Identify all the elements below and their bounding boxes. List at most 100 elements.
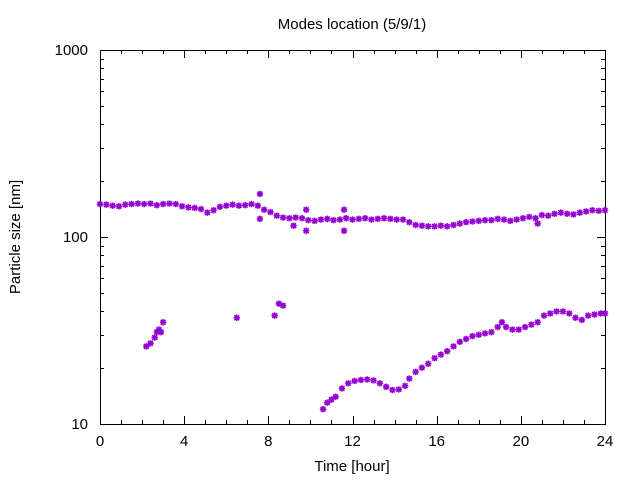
data-point-lower bbox=[425, 360, 432, 367]
data-point-upper bbox=[128, 200, 135, 208]
x-axis-label: Time [hour] bbox=[314, 458, 389, 475]
data-point-upper bbox=[519, 215, 527, 222]
data-point-lower bbox=[418, 364, 426, 371]
data-point-lower bbox=[151, 334, 158, 341]
data-point-lower bbox=[159, 319, 167, 326]
data-point-lower bbox=[319, 405, 327, 413]
data-point-upper bbox=[406, 218, 413, 226]
data-point-upper bbox=[443, 223, 451, 230]
data-point-lower bbox=[515, 326, 522, 333]
data-point-lower bbox=[338, 385, 346, 392]
data-point-upper bbox=[290, 222, 297, 229]
data-point-lower bbox=[559, 308, 567, 315]
data-point-upper bbox=[500, 216, 508, 223]
data-point-upper bbox=[361, 215, 369, 222]
data-point-lower bbox=[370, 377, 377, 384]
data-point-upper bbox=[374, 215, 381, 223]
data-point-lower bbox=[332, 393, 339, 400]
data-point-upper bbox=[469, 218, 476, 225]
data-point-upper bbox=[387, 215, 394, 223]
x-tick-label: 24 bbox=[597, 433, 614, 450]
data-point-upper bbox=[330, 216, 337, 224]
data-points bbox=[96, 190, 609, 413]
data-point-lower bbox=[591, 311, 598, 318]
data-point-lower bbox=[597, 310, 604, 317]
data-point-lower bbox=[509, 326, 516, 333]
data-point-upper bbox=[260, 206, 268, 213]
data-point-lower bbox=[521, 323, 529, 331]
data-point-lower bbox=[488, 328, 495, 336]
data-point-upper bbox=[462, 218, 470, 226]
y-tick-label: 100 bbox=[63, 229, 88, 246]
data-point-upper bbox=[551, 210, 558, 218]
data-point-upper bbox=[576, 209, 583, 216]
data-point-upper bbox=[204, 209, 211, 216]
data-point-lower bbox=[547, 310, 554, 317]
data-point-upper bbox=[544, 212, 552, 219]
data-point-upper bbox=[305, 216, 312, 224]
data-point-upper bbox=[488, 216, 495, 224]
data-point-upper bbox=[248, 200, 255, 208]
data-point-lower bbox=[528, 321, 535, 328]
data-point-upper bbox=[311, 217, 318, 225]
data-point-upper bbox=[431, 223, 438, 230]
data-point-upper bbox=[456, 220, 464, 227]
data-point-upper bbox=[340, 227, 348, 234]
data-point-lower bbox=[382, 383, 390, 391]
data-point-lower bbox=[271, 312, 278, 319]
data-point-upper bbox=[481, 216, 489, 224]
data-point-upper bbox=[534, 220, 541, 227]
data-point-upper bbox=[191, 204, 198, 212]
data-point-upper bbox=[538, 211, 546, 219]
axis-ticks bbox=[100, 50, 606, 425]
data-point-upper bbox=[303, 227, 310, 234]
x-tick-label: 20 bbox=[512, 433, 529, 450]
data-point-upper bbox=[254, 202, 262, 209]
data-point-upper bbox=[494, 215, 501, 223]
x-tick-label: 4 bbox=[180, 433, 188, 450]
data-point-upper bbox=[122, 201, 129, 208]
data-point-upper bbox=[279, 214, 287, 221]
data-point-upper bbox=[595, 207, 602, 215]
data-point-lower bbox=[601, 310, 609, 317]
data-point-upper bbox=[380, 215, 388, 222]
data-point-lower bbox=[450, 343, 457, 350]
data-point-upper bbox=[355, 215, 363, 223]
x-tick-label: 16 bbox=[428, 433, 445, 450]
data-point-upper bbox=[256, 215, 264, 223]
y-tick-label: 10 bbox=[71, 416, 88, 433]
data-point-upper bbox=[412, 221, 419, 229]
data-point-lower bbox=[475, 331, 482, 338]
data-point-lower bbox=[143, 343, 150, 350]
data-point-upper bbox=[147, 200, 154, 207]
data-point-upper bbox=[96, 200, 104, 208]
data-point-upper bbox=[425, 223, 432, 230]
data-point-upper bbox=[557, 209, 565, 216]
data-point-upper bbox=[475, 217, 482, 225]
data-point-lower bbox=[578, 316, 586, 324]
data-point-lower bbox=[534, 319, 541, 326]
data-point-lower bbox=[364, 376, 371, 383]
data-point-upper bbox=[216, 203, 224, 211]
data-point-upper bbox=[437, 222, 445, 229]
data-point-upper bbox=[368, 216, 375, 223]
data-point-lower bbox=[279, 302, 287, 309]
data-point-lower bbox=[494, 323, 501, 331]
data-point-upper bbox=[267, 208, 274, 216]
data-point-upper bbox=[450, 221, 457, 229]
data-point-lower bbox=[462, 335, 470, 343]
data-point-upper bbox=[172, 200, 179, 208]
data-point-upper bbox=[589, 207, 596, 214]
data-point-lower bbox=[437, 351, 445, 358]
data-point-upper bbox=[185, 204, 192, 211]
data-point-lower bbox=[389, 386, 396, 394]
data-point-upper bbox=[140, 200, 148, 208]
data-point-lower bbox=[233, 314, 240, 321]
data-point-upper bbox=[399, 216, 407, 223]
data-point-lower bbox=[456, 338, 464, 346]
data-point-lower bbox=[431, 354, 438, 362]
data-point-upper bbox=[134, 200, 142, 207]
data-point-upper bbox=[235, 202, 243, 209]
data-point-upper bbox=[166, 200, 173, 207]
data-point-lower bbox=[443, 348, 451, 355]
